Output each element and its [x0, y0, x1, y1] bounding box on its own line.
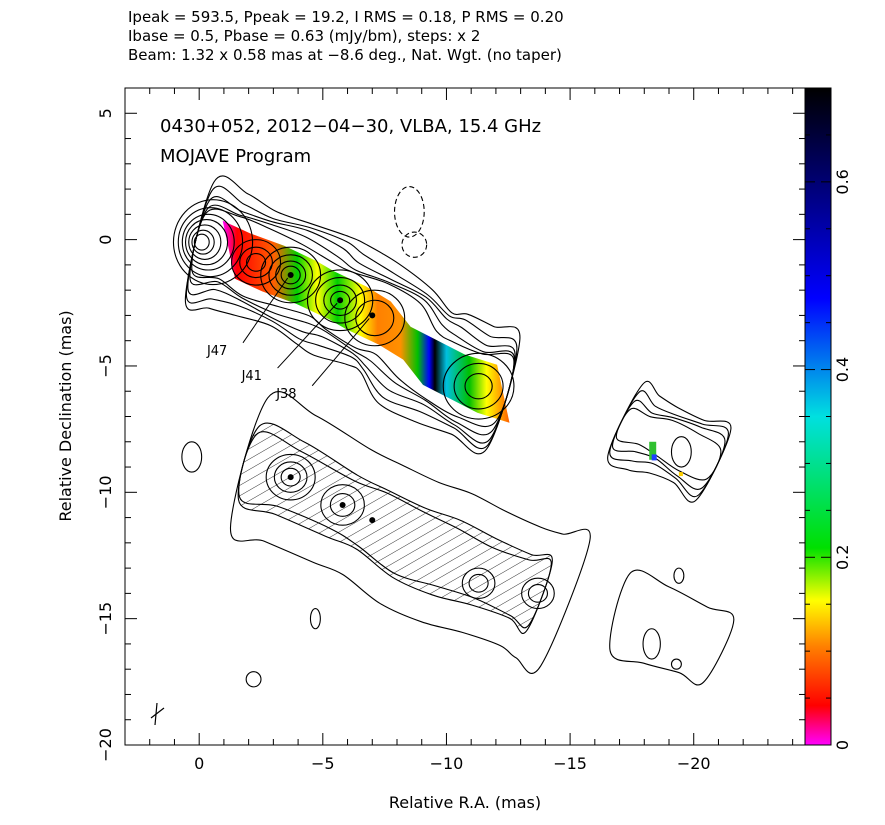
east-lower-inner-contour	[642, 628, 661, 660]
colorbar-tick-label: 0.6	[833, 169, 852, 194]
x-axis-label: Relative R.A. (mas)	[389, 793, 541, 812]
knot-contour	[239, 246, 273, 279]
x-tick-label: −5	[311, 754, 335, 773]
intensity-contour	[189, 204, 515, 436]
polarized-knot-contour	[521, 577, 555, 610]
isolated-contour	[309, 607, 321, 630]
knot-contour	[464, 372, 493, 400]
header-line-1: Ipeak = 593.5, Ppeak = 19.2, I RMS = 0.1…	[128, 8, 564, 26]
polarized-knot-contour	[329, 493, 356, 517]
x-tick-label: −15	[553, 754, 587, 773]
east-contour	[607, 380, 732, 503]
isolated-contour	[673, 567, 685, 584]
polarized-component-marker	[339, 501, 346, 508]
y-tick-label: 5	[96, 108, 115, 118]
isolated-contour	[401, 231, 428, 258]
component-label: J47	[206, 344, 227, 359]
intensity-contour	[184, 175, 521, 455]
component-marker-j41	[337, 297, 344, 304]
core-contour	[177, 207, 244, 278]
colorbar-tick-label: 0.2	[833, 545, 852, 570]
y-axis-label: Relative Declination (mas)	[56, 310, 75, 521]
core-contour	[184, 219, 229, 266]
beam-marker	[150, 702, 165, 726]
component-marker-j47	[287, 271, 294, 278]
polarized-contour	[237, 422, 553, 634]
polarized-knot-contour	[280, 467, 301, 487]
knot-contour	[323, 284, 357, 316]
knot-contour	[245, 252, 267, 272]
component-annotations: J47 J41 J38	[206, 277, 370, 402]
east-contours	[607, 380, 735, 686]
polarized-knot-contour	[265, 453, 316, 501]
knot-contour	[442, 352, 515, 420]
isolated-contour	[181, 441, 203, 473]
colorbar-tick-label: 0	[833, 740, 852, 750]
header-line-3: Beam: 1.32 x 0.58 mas at −8.6 deg., Nat.…	[128, 46, 562, 64]
east-lower-contour	[609, 569, 735, 686]
polarized-component-marker	[287, 474, 294, 481]
y-tick-label: 0	[96, 235, 115, 245]
polarized-contour	[238, 431, 552, 629]
y-axis-ticks: 5 0 −5 −10 −15 −20	[96, 108, 805, 762]
east-inner-contour	[670, 436, 692, 468]
core-contour	[193, 233, 210, 251]
x-axis-ticks: 0 −5 −10 −15 −20	[149, 88, 794, 773]
knot-contour	[453, 362, 504, 410]
knot-contour	[330, 290, 351, 310]
colorbar-ticks: 0 0.2 0.4 0.6	[805, 134, 852, 750]
core-contour	[188, 224, 222, 260]
header-line-2: Ibase = 0.5, Pbase = 0.63 (mJy/bm), step…	[128, 27, 481, 45]
component-label: J41	[241, 369, 262, 384]
y-tick-label: −20	[96, 728, 115, 762]
component-markers	[287, 271, 376, 524]
polarized-knot-contour	[320, 484, 365, 526]
knot-contour	[344, 289, 406, 347]
intensity-contour	[185, 185, 518, 450]
polarized-knot-contour	[527, 583, 549, 603]
component-label: J38	[275, 387, 296, 402]
component-leader-line	[311, 318, 370, 387]
knot-contour	[268, 254, 313, 296]
isolated-contours	[181, 186, 685, 688]
intensity-contour	[191, 208, 515, 428]
lower-contours	[229, 391, 591, 674]
upper-contours	[172, 175, 521, 455]
polarized-component-marker	[369, 517, 376, 524]
isolated-contour	[393, 186, 425, 238]
core-contour	[191, 229, 215, 255]
isolated-contour	[670, 658, 682, 670]
x-tick-label: 0	[194, 754, 204, 773]
polarized-knot-contour	[461, 567, 496, 599]
polarized-knot-contour	[468, 573, 489, 593]
colorbar-tick-label: 0.4	[833, 357, 852, 382]
outer-polarized-contour	[229, 391, 591, 674]
east-color-patch	[649, 441, 657, 460]
component-leader-line	[242, 277, 289, 344]
knot-contour	[280, 265, 301, 285]
plot-subtitle: MOJAVE Program	[160, 146, 311, 167]
y-tick-label: −15	[96, 602, 115, 636]
plot-title: 0430+052, 2012−04−30, VLBA, 15.4 GHz	[160, 116, 541, 137]
component-marker-j38	[369, 312, 376, 319]
core-contour	[172, 199, 254, 286]
knot-contour	[355, 299, 395, 337]
knot-contour	[275, 260, 307, 290]
east-contour	[609, 390, 729, 498]
component-leader-line	[277, 302, 338, 369]
core-contour	[181, 213, 235, 271]
polarized-knot-contour	[273, 461, 308, 493]
y-tick-label: −10	[96, 475, 115, 509]
knot-contour	[260, 246, 322, 304]
knot-contour	[315, 276, 366, 324]
x-tick-label: −20	[677, 754, 711, 773]
isolated-contour	[245, 671, 262, 688]
east-color-patch-blue	[651, 454, 657, 461]
intensity-contour	[187, 196, 516, 444]
y-tick-label: −5	[96, 354, 115, 378]
knot-contour	[231, 239, 282, 286]
x-tick-label: −10	[430, 754, 464, 773]
east-color-patch-yellow	[678, 472, 683, 477]
